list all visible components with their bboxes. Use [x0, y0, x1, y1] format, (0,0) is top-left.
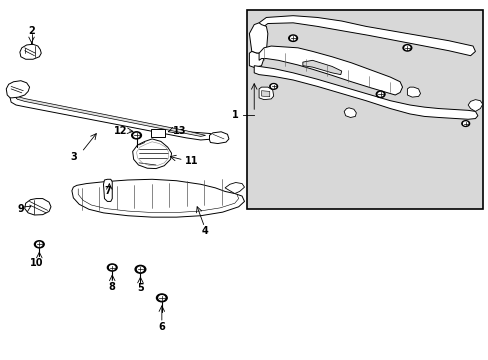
Text: 8: 8 [109, 282, 116, 292]
Polygon shape [259, 87, 273, 100]
Polygon shape [72, 179, 244, 217]
Circle shape [109, 266, 115, 270]
Polygon shape [132, 139, 171, 168]
Circle shape [404, 46, 409, 50]
Circle shape [375, 91, 384, 98]
Polygon shape [249, 51, 266, 67]
Circle shape [134, 134, 139, 137]
Circle shape [269, 84, 277, 89]
Polygon shape [20, 44, 41, 59]
Circle shape [377, 93, 382, 96]
Text: 1: 1 [231, 110, 238, 120]
Text: 12: 12 [114, 126, 127, 136]
Polygon shape [254, 66, 477, 119]
Circle shape [34, 241, 44, 248]
Polygon shape [259, 16, 474, 56]
Polygon shape [407, 87, 420, 97]
Polygon shape [249, 23, 267, 53]
Circle shape [290, 36, 295, 40]
Circle shape [159, 296, 164, 300]
Text: 7: 7 [104, 186, 111, 197]
Text: 2: 2 [28, 26, 35, 36]
Text: 6: 6 [158, 322, 165, 332]
Circle shape [131, 132, 141, 139]
Polygon shape [259, 46, 402, 95]
Circle shape [402, 45, 411, 51]
Text: 9: 9 [18, 203, 25, 213]
Circle shape [137, 267, 143, 271]
Polygon shape [25, 199, 51, 215]
Polygon shape [10, 91, 212, 140]
Polygon shape [467, 100, 482, 111]
Text: 13: 13 [172, 126, 185, 136]
Polygon shape [16, 96, 205, 136]
Polygon shape [209, 132, 228, 144]
Circle shape [37, 242, 42, 246]
Circle shape [288, 35, 297, 41]
Polygon shape [103, 179, 112, 202]
Text: 10: 10 [30, 258, 43, 268]
Circle shape [463, 122, 467, 125]
Circle shape [107, 264, 117, 271]
Polygon shape [344, 108, 356, 117]
Text: 4: 4 [201, 226, 207, 236]
Text: 5: 5 [137, 283, 143, 293]
Polygon shape [302, 60, 341, 75]
Bar [246, 10, 482, 208]
Circle shape [156, 294, 167, 302]
Bar [151, 129, 164, 137]
Text: 11: 11 [185, 156, 198, 166]
Circle shape [135, 265, 145, 273]
Polygon shape [6, 81, 30, 98]
Text: 3: 3 [70, 152, 77, 162]
Circle shape [461, 121, 468, 126]
Polygon shape [261, 91, 269, 97]
Polygon shape [224, 183, 244, 194]
Circle shape [271, 85, 275, 88]
